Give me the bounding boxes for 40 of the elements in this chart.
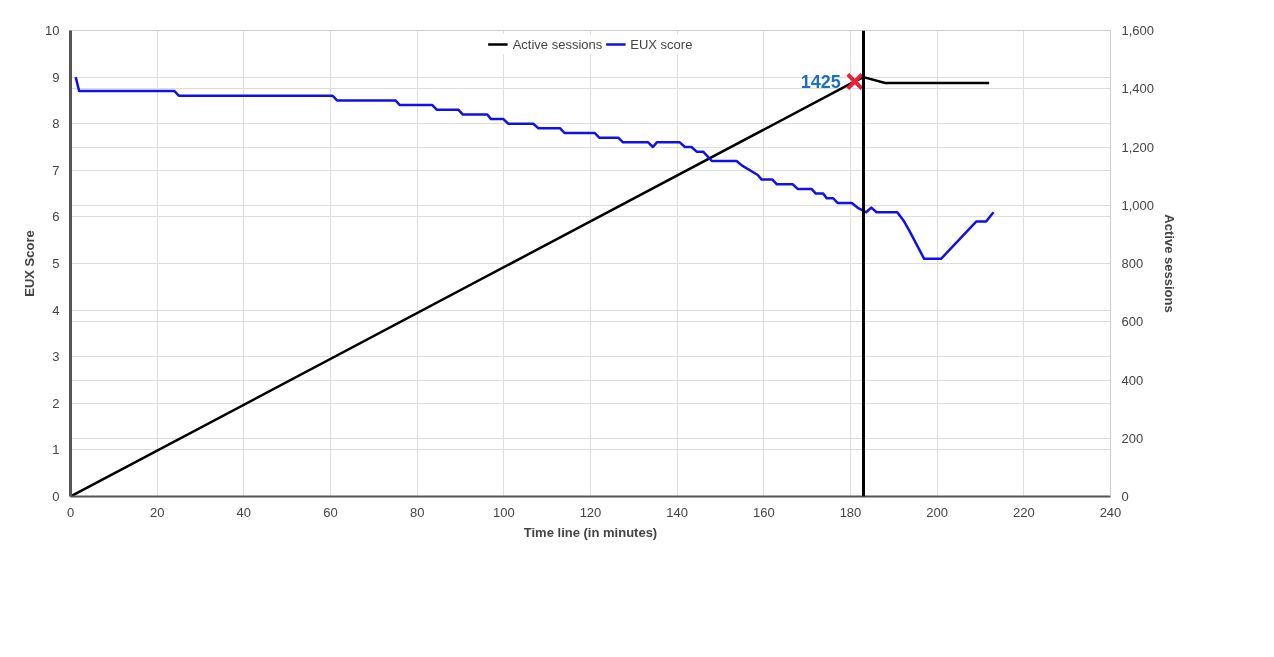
x-tick-label: 40 — [236, 504, 252, 520]
legend-label: Active sessions — [512, 36, 603, 52]
y-tick-label: 5 — [52, 256, 60, 271]
y-tick-label: 9 — [52, 69, 60, 85]
y-tick-label: 7 — [52, 162, 60, 178]
y-tick-label: 6 — [52, 209, 60, 225]
y-tick-label: 0 — [52, 489, 60, 504]
y2-tick-label: 200 — [1121, 430, 1144, 446]
x-tick-label: 20 — [149, 504, 165, 520]
y-axis-title: EUX Score — [22, 230, 38, 297]
y2-tick-label: 1,600 — [1121, 23, 1155, 38]
x-tick-label: 240 — [1099, 504, 1122, 520]
y2-tick-label: 1,400 — [1121, 81, 1155, 97]
y2-tick-label: 1,200 — [1121, 139, 1155, 155]
x-tick-label: 180 — [839, 504, 862, 520]
y-tick-label: 2 — [52, 395, 60, 411]
y2-tick-label: 0 — [1121, 489, 1129, 504]
line-series — [74, 75, 995, 261]
x-axis-title: Time line (in minutes) — [523, 524, 658, 540]
y-tick-label: 8 — [52, 116, 60, 132]
y-tick-label: 4 — [52, 302, 60, 318]
y-tick-label: 10 — [45, 23, 60, 38]
x-tick-label: 120 — [579, 504, 602, 520]
x-tick-label: 200 — [926, 504, 949, 520]
x-tick-label: 140 — [666, 504, 689, 520]
legend-label: EUX score — [630, 36, 693, 52]
x-tick-label: 60 — [323, 504, 338, 520]
y-tick-label: 3 — [52, 349, 60, 365]
data-label: 1425 — [800, 71, 841, 92]
x-tick-label: 220 — [1012, 504, 1035, 520]
y2-tick-label: 800 — [1121, 256, 1144, 271]
y2-tick-label: 600 — [1121, 314, 1144, 330]
y2-axis-title: Active sessions — [1162, 214, 1178, 313]
x-tick-label: 80 — [409, 504, 425, 520]
x-tick-label: 160 — [752, 504, 775, 520]
y2-tick-label: 400 — [1121, 372, 1144, 388]
x-tick-label: 0 — [66, 504, 75, 520]
x-tick-label: 100 — [492, 504, 515, 520]
y2-tick-label: 1,000 — [1121, 197, 1155, 213]
y-tick-label: 1 — [52, 442, 60, 458]
